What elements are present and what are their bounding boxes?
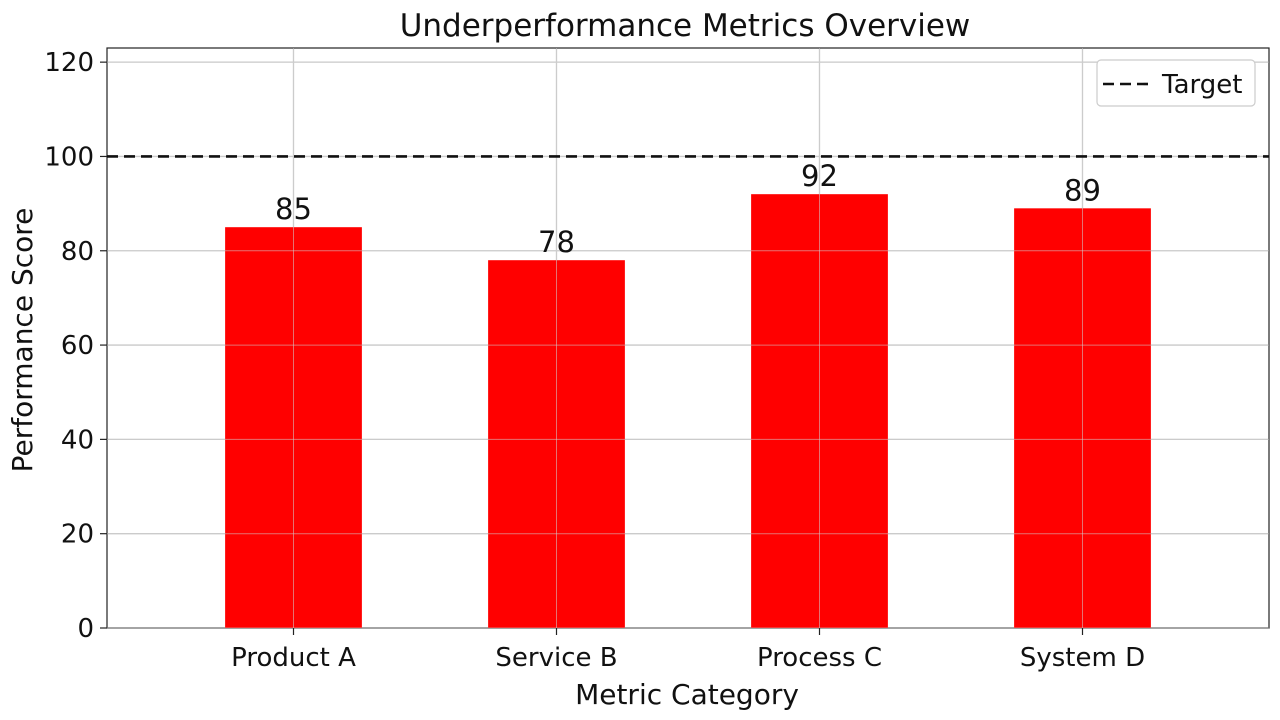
bar-value-label: 89 (1064, 173, 1101, 207)
x-tick-label: Product A (231, 643, 356, 673)
x-axis-label: Metric Category (575, 678, 799, 711)
y-tick-label: 120 (44, 48, 94, 78)
bar-value-label: 92 (801, 159, 838, 193)
bar-value-label: 78 (538, 225, 575, 259)
x-tick-label: System D (1020, 643, 1145, 673)
bar-value-label: 85 (275, 192, 312, 226)
y-tick-label: 20 (61, 520, 94, 550)
x-tick-label: Process C (757, 643, 882, 673)
y-axis-ticks: 0 20 40 60 80 100 120 (44, 48, 107, 644)
y-axis-label: Performance Score (6, 208, 39, 473)
bar-value-labels: 85 78 92 89 (275, 159, 1101, 259)
legend-box (1096, 59, 1256, 107)
y-tick-label: 40 (61, 425, 94, 455)
legend: Target (1096, 59, 1256, 107)
x-tick-label: Service B (495, 643, 617, 673)
chart-title: Underperformance Metrics Overview (400, 8, 971, 44)
x-axis-ticks: Product A Service B Process C System D (231, 628, 1145, 673)
bar-series (225, 194, 1151, 629)
y-tick-label: 100 (44, 142, 94, 172)
legend-target-label: Target (1161, 70, 1242, 100)
y-tick-label: 60 (61, 331, 94, 361)
y-tick-label: 0 (77, 614, 94, 644)
y-tick-label: 80 (61, 237, 94, 267)
